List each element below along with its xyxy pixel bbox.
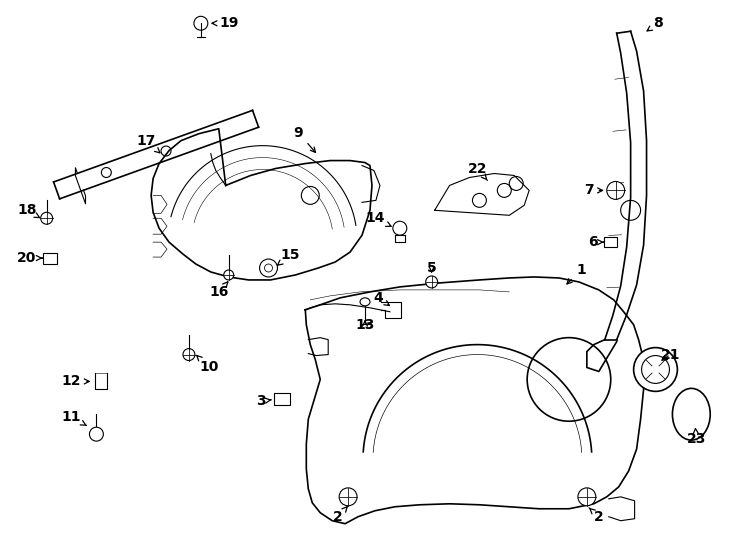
Circle shape xyxy=(260,259,277,277)
Text: 2: 2 xyxy=(589,508,603,524)
Circle shape xyxy=(194,16,208,30)
Text: 4: 4 xyxy=(373,291,390,306)
Text: 2: 2 xyxy=(333,506,348,524)
Text: 5: 5 xyxy=(426,261,437,275)
Text: 17: 17 xyxy=(137,134,160,153)
Circle shape xyxy=(40,212,53,224)
Text: 20: 20 xyxy=(17,251,42,265)
Text: 23: 23 xyxy=(686,429,706,446)
Ellipse shape xyxy=(360,298,370,306)
Text: 21: 21 xyxy=(661,348,680,362)
Circle shape xyxy=(426,276,437,288)
Text: 15: 15 xyxy=(277,248,300,265)
Circle shape xyxy=(607,181,625,199)
Circle shape xyxy=(578,488,596,506)
Text: 6: 6 xyxy=(588,235,603,249)
Text: 8: 8 xyxy=(647,16,664,31)
Text: 7: 7 xyxy=(584,184,603,198)
Text: 1: 1 xyxy=(567,263,586,284)
Text: 3: 3 xyxy=(255,394,271,408)
Bar xyxy=(604,237,617,247)
Text: 22: 22 xyxy=(468,161,487,180)
Circle shape xyxy=(633,348,677,392)
Text: 11: 11 xyxy=(62,410,87,426)
Text: 9: 9 xyxy=(294,126,316,152)
Text: 12: 12 xyxy=(62,374,90,388)
Bar xyxy=(43,253,57,264)
Ellipse shape xyxy=(672,388,711,440)
Text: 10: 10 xyxy=(197,355,219,375)
Circle shape xyxy=(339,488,357,506)
Text: 19: 19 xyxy=(212,16,239,30)
Text: 14: 14 xyxy=(366,211,391,226)
Text: 18: 18 xyxy=(17,203,40,218)
Circle shape xyxy=(183,349,195,361)
Circle shape xyxy=(90,427,103,441)
Bar xyxy=(275,393,291,406)
Text: 16: 16 xyxy=(209,282,228,299)
Text: 13: 13 xyxy=(355,318,374,332)
Circle shape xyxy=(224,270,233,280)
